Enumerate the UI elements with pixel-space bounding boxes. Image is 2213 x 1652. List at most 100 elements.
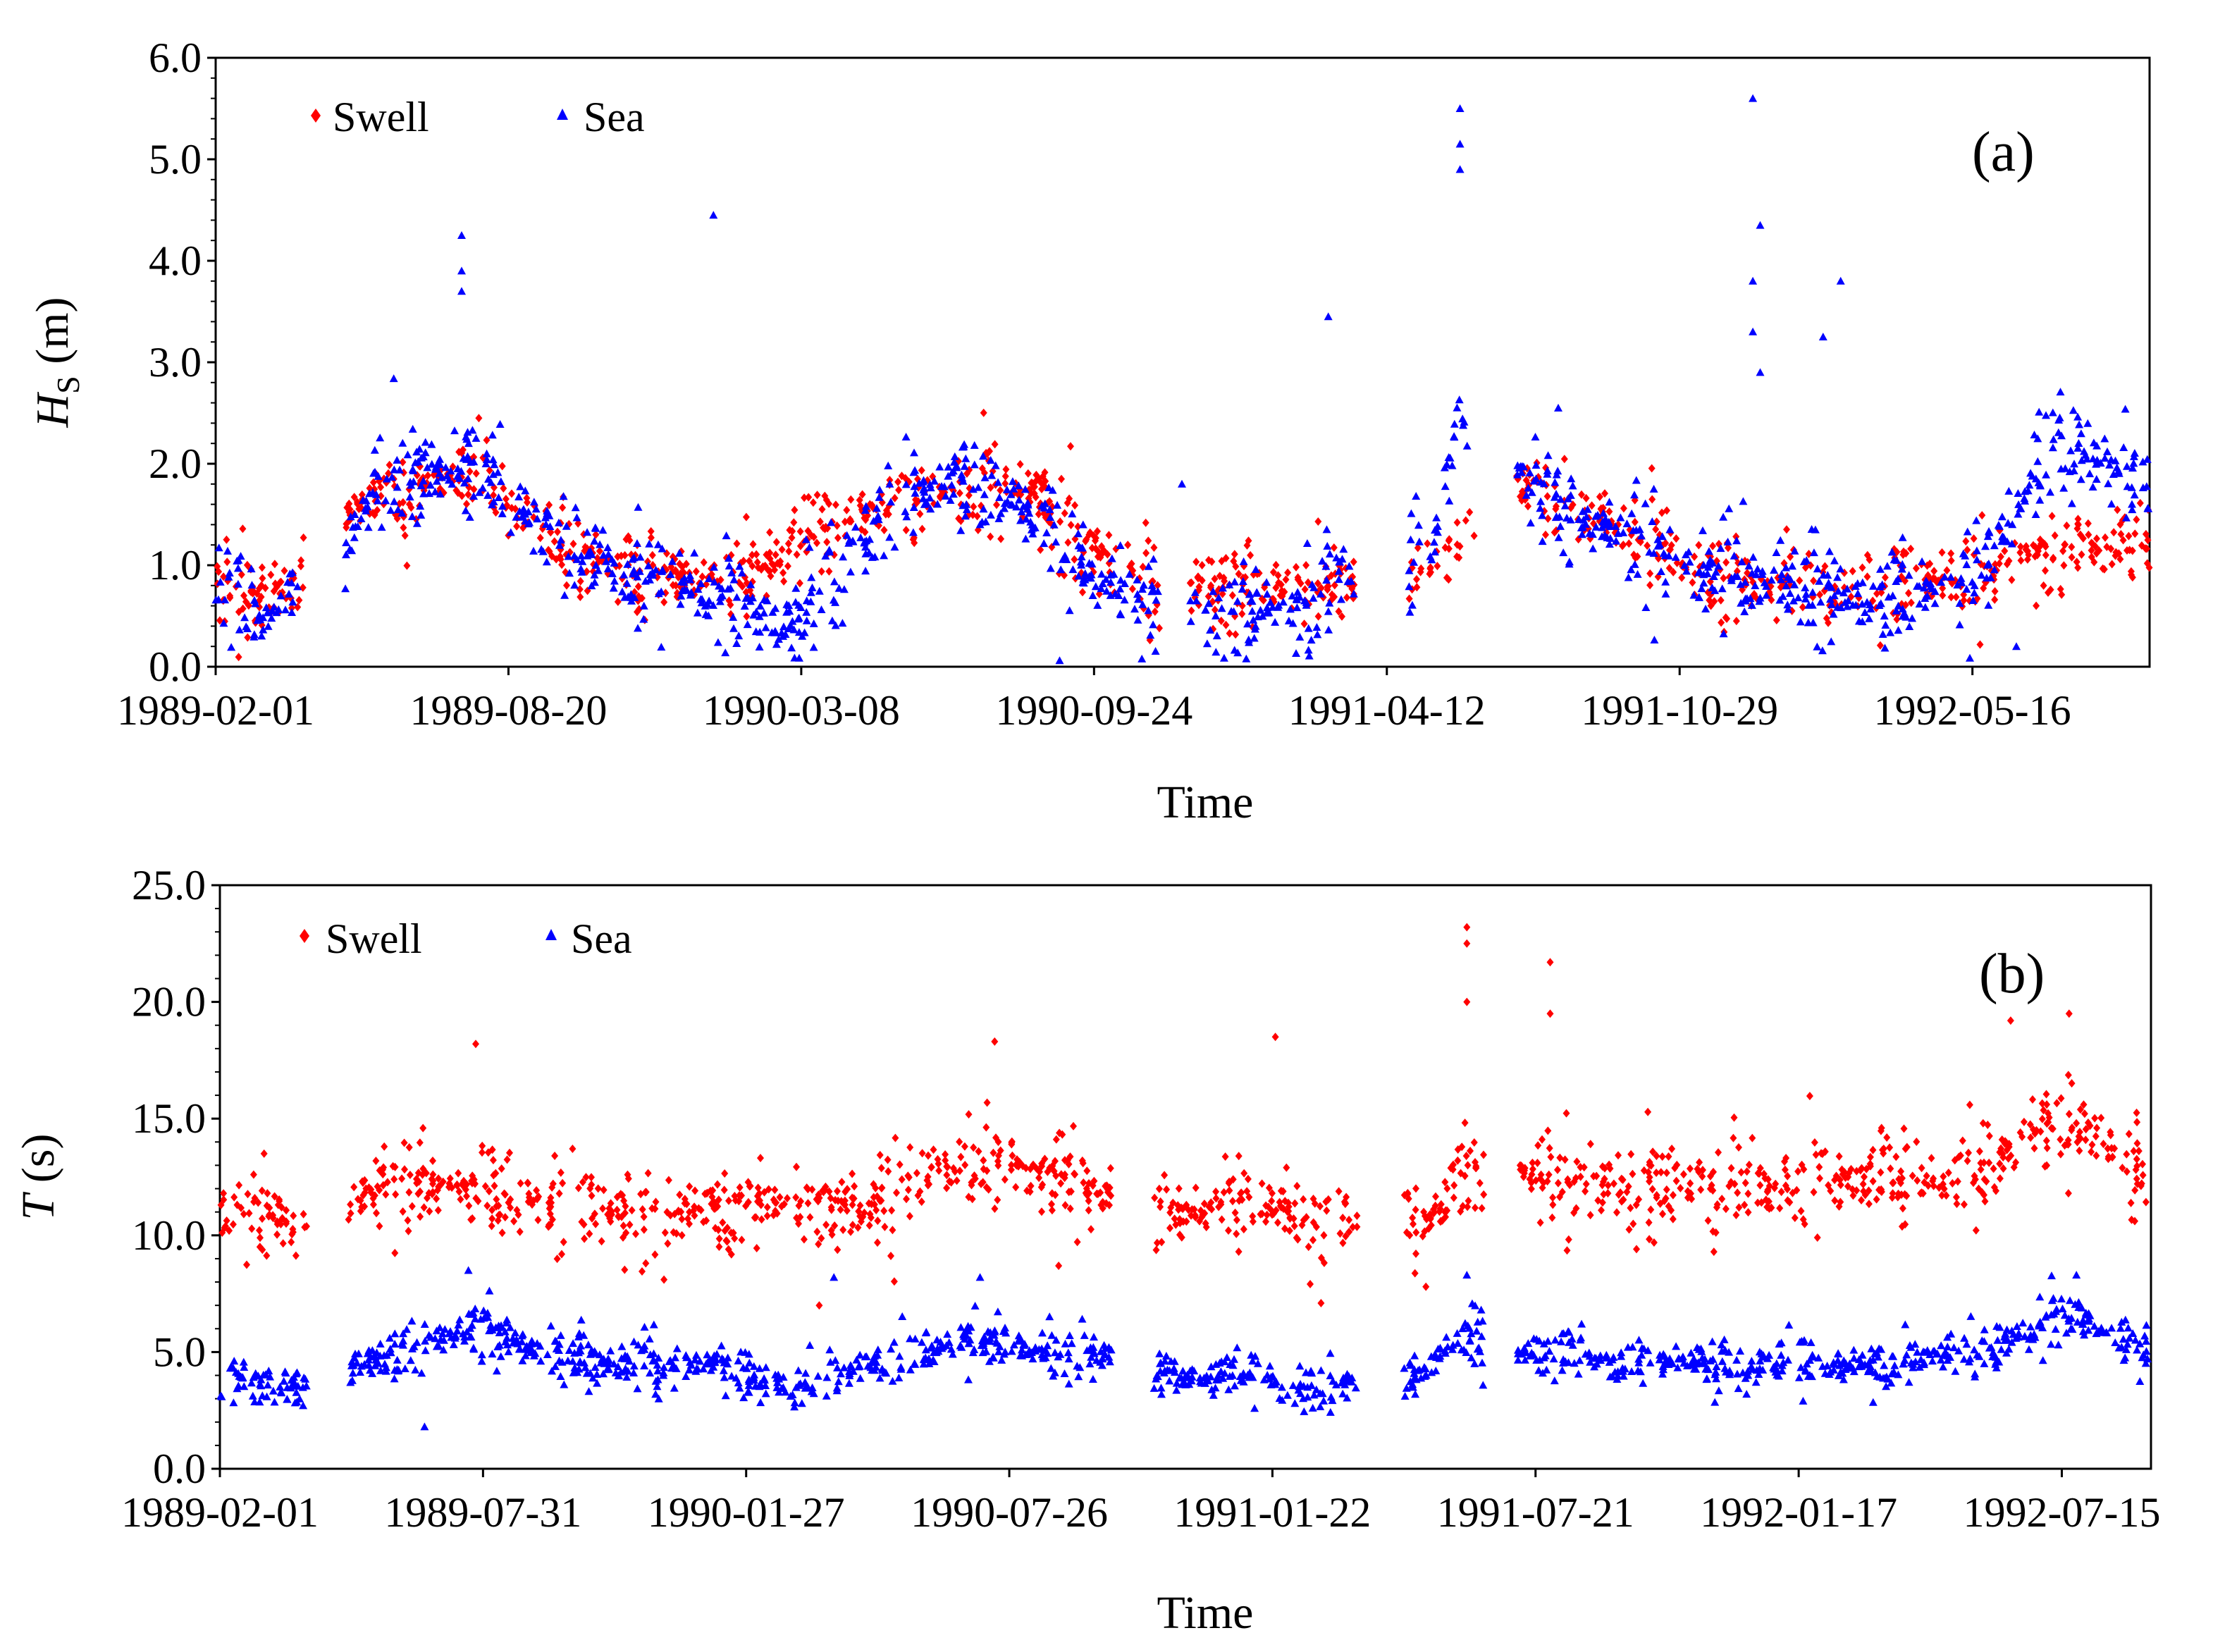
point-swell <box>2053 1099 2061 1108</box>
point-swell <box>834 534 842 543</box>
point-swell <box>288 1238 295 1247</box>
point-sea <box>1304 646 1313 654</box>
point-swell <box>559 1178 567 1188</box>
point-swell <box>1472 1203 1479 1212</box>
point-swell <box>405 1226 412 1235</box>
point-swell <box>254 1198 262 1207</box>
point-swell <box>1240 1225 1247 1234</box>
point-swell <box>242 597 249 606</box>
point-swell <box>1849 567 1856 576</box>
point-swell <box>961 1161 969 1169</box>
point-swell <box>1175 1184 1183 1193</box>
point-swell <box>455 1187 463 1196</box>
point-swell <box>970 503 978 511</box>
point-sea <box>633 572 642 581</box>
point-sea <box>1921 594 1930 602</box>
point-sea <box>224 572 233 581</box>
point-sea <box>1326 1407 1335 1416</box>
point-swell <box>619 1221 627 1231</box>
point-swell <box>1866 1161 1874 1171</box>
point-sea <box>985 1357 994 1365</box>
point-sea <box>710 1357 720 1366</box>
point-sea <box>2129 459 2138 467</box>
point-sea <box>389 374 398 383</box>
point-sea <box>1894 601 1903 610</box>
point-swell <box>1695 541 1703 550</box>
point-swell <box>1027 1181 1035 1190</box>
point-swell <box>2133 1179 2141 1188</box>
point-sea <box>1256 605 1265 614</box>
point-sea <box>536 1357 545 1365</box>
x-tick-label: 1992-01-17 <box>1700 1489 1897 1536</box>
point-swell <box>1070 1121 1077 1130</box>
point-sea <box>587 1345 596 1354</box>
point-sea <box>1915 581 1924 590</box>
point-swell <box>1644 541 1651 550</box>
point-swell <box>1907 544 1915 553</box>
point-sea <box>2122 513 2131 522</box>
point-swell <box>1810 577 1818 586</box>
point-sea <box>2007 1338 2016 1346</box>
point-swell <box>1544 1126 1552 1135</box>
x-axis-a: 1989-02-01 1989-08-20 1990-03-08 1990-09-24… <box>117 667 2071 734</box>
point-swell <box>1979 1118 1987 1128</box>
point-swell <box>240 1209 247 1219</box>
point-swell <box>1687 1164 1694 1173</box>
point-swell <box>1663 506 1670 515</box>
point-sea <box>1629 526 1638 534</box>
point-sea <box>1040 503 1049 512</box>
point-swell <box>843 505 851 514</box>
point-sea <box>1936 1355 1945 1364</box>
point-sea <box>964 1339 973 1348</box>
point-swell <box>831 1221 839 1230</box>
point-swell <box>2138 1179 2145 1188</box>
point-sea <box>725 554 733 562</box>
point-swell <box>559 503 567 512</box>
point-sea <box>629 553 639 562</box>
point-swell <box>1883 1133 1891 1142</box>
point-swell <box>1012 1183 1020 1192</box>
point-sea <box>465 512 474 521</box>
point-swell <box>1445 544 1453 553</box>
point-swell <box>1142 518 1149 527</box>
point-sea <box>406 478 414 486</box>
point-sea <box>1021 534 1030 543</box>
point-swell <box>555 1189 563 1198</box>
point-sea <box>529 546 538 555</box>
point-sea <box>599 1369 608 1378</box>
point-sea <box>1685 557 1694 566</box>
point-sea <box>1716 544 1725 553</box>
point-swell <box>1978 511 1986 520</box>
point-sea <box>364 523 373 531</box>
point-swell <box>1478 1204 1486 1213</box>
point-sea <box>1016 1334 1025 1343</box>
point-swell <box>1892 1152 1900 1161</box>
point-swell <box>251 1194 259 1202</box>
point-swell <box>420 1203 428 1212</box>
point-swell <box>1939 591 1947 600</box>
point-swell <box>851 1182 858 1191</box>
point-sea <box>1052 538 1061 545</box>
point-swell <box>1317 584 1325 593</box>
point-sea <box>686 1357 695 1366</box>
point-swell <box>784 562 791 571</box>
point-swell <box>218 1228 226 1237</box>
point-sea <box>1550 1376 1559 1385</box>
point-sea <box>1405 566 1414 574</box>
point-swell <box>674 1207 682 1216</box>
x-tick-label: 1989-07-31 <box>384 1489 581 1536</box>
point-sea <box>761 1363 770 1371</box>
point-swell <box>956 1166 963 1176</box>
point-swell <box>1161 1171 1169 1180</box>
point-swell <box>1965 1148 1972 1157</box>
point-sea <box>806 597 815 605</box>
point-swell <box>1314 579 1321 588</box>
x-tick-label: 1991-10-29 <box>1581 687 1778 734</box>
point-swell <box>1052 1171 1060 1181</box>
point-swell <box>672 1229 680 1238</box>
point-swell <box>700 558 708 567</box>
point-swell <box>416 1138 424 1147</box>
point-sea <box>1619 528 1628 536</box>
point-sea <box>875 1374 884 1382</box>
point-swell <box>686 1182 694 1191</box>
